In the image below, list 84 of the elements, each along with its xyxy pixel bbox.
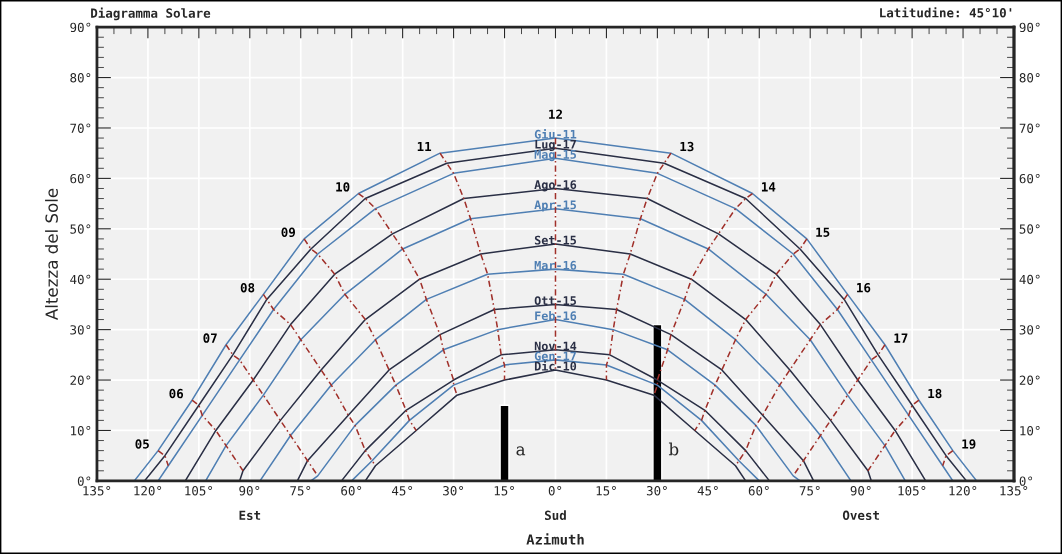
annotation: b: [668, 442, 679, 456]
series-label: 19: [962, 439, 976, 449]
line-series: [693, 238, 808, 432]
series-label: Gen-17: [534, 351, 576, 361]
text: Sud: [544, 510, 566, 521]
x-tick-label: 135°: [1000, 486, 1028, 496]
x-tick-label: 45°: [391, 486, 413, 496]
series-label: 05: [135, 439, 149, 449]
series-label: Apr-15: [534, 200, 576, 212]
y2-tick-label: 10°: [1020, 425, 1040, 436]
x-tick-label: 90°: [239, 486, 260, 496]
line-series: [225, 343, 319, 477]
chart-title: Diagramma Solare: [91, 7, 211, 21]
series-label: Ago-16: [534, 180, 577, 192]
x-tick-label: 60°: [748, 486, 769, 496]
y2-tick-label: 60°: [1019, 173, 1040, 184]
y-tick-label: 20°: [70, 375, 91, 385]
x-tick-label: 90°: [850, 486, 871, 496]
x-axis-title: Azimuth: [526, 533, 584, 545]
x-tick-label: 45°: [697, 486, 718, 496]
y-tick-label: 70°: [70, 123, 91, 133]
series-label: 17: [894, 333, 908, 343]
y-tick-label: 30°: [70, 325, 91, 335]
x-tick-label: 75°: [799, 486, 820, 496]
line-series: [259, 268, 852, 481]
line-series: [605, 152, 672, 381]
text: Est: [239, 510, 261, 521]
series-label: Set-15: [534, 235, 576, 245]
y2-tick-label: 50°: [1019, 224, 1040, 234]
series-label: 14: [761, 182, 776, 192]
line-series: [238, 243, 873, 481]
series-label: 08: [240, 282, 255, 293]
x-tick-label: 0°: [548, 486, 562, 496]
y-tick-label: 0°: [77, 476, 91, 486]
series-label: Giu-11: [534, 128, 577, 139]
y2-tick-label: 40°: [1019, 274, 1040, 285]
x-tick-label: 15°: [494, 486, 514, 496]
series-label: 13: [680, 141, 694, 152]
series-label: Dic-10: [534, 360, 577, 371]
series-label: 18: [928, 388, 942, 399]
y-tick-label: 80°: [70, 73, 91, 83]
text: Ovest: [842, 510, 879, 521]
series-label: 16: [857, 282, 871, 293]
line-series: [653, 192, 754, 396]
series-label: 07: [203, 333, 217, 343]
series-label: 11: [417, 141, 432, 152]
y2-tick-label: 80°: [1019, 73, 1040, 83]
line-series: [303, 238, 417, 432]
y-tick-label: 50°: [70, 224, 91, 234]
y-tick-label: 10°: [71, 425, 91, 436]
y-tick-label: 60°: [70, 173, 91, 184]
y2-tick-label: 20°: [1019, 375, 1040, 385]
line-series: [867, 399, 920, 472]
x-tick-label: 60°: [341, 486, 362, 496]
y2-tick-label: 0°: [1019, 476, 1033, 486]
chart-subtitle: Latitudine: 45°10': [880, 7, 1012, 18]
x-tick-label: 120°: [949, 486, 977, 496]
y2-tick-label: 30°: [1019, 325, 1040, 335]
x-tick-label: 30°: [443, 486, 464, 496]
x-tick-label: 135°: [83, 486, 111, 496]
series-label: 12: [549, 109, 562, 119]
series-label: 06: [169, 388, 184, 399]
x-tick-label: 30°: [646, 486, 667, 496]
y-tick-label: 90°: [70, 22, 91, 33]
series-label: 15: [816, 227, 830, 237]
series-label: Feb-16: [535, 311, 577, 321]
series-label: 10: [336, 182, 350, 192]
y2-tick-label: 70°: [1019, 123, 1040, 133]
y-tick-label: 40°: [70, 274, 91, 285]
y-axis-title: Altezza del Sole: [45, 188, 58, 321]
x-tick-label: 105°: [898, 486, 926, 496]
x-tick-label: 120°: [134, 486, 162, 496]
x-tick-label: 15°: [596, 486, 616, 496]
annotation: a: [516, 446, 526, 456]
series-label: 09: [281, 227, 296, 238]
line-series: [357, 192, 458, 396]
line-series: [191, 399, 244, 472]
series-label: Lug-17: [535, 140, 576, 152]
series-label: Ott-15: [534, 296, 576, 306]
y2-tick-label: 90°: [1019, 22, 1040, 33]
x-tick-label: 105°: [185, 486, 213, 496]
x-tick-label: 75°: [290, 486, 311, 496]
line-series: [792, 343, 886, 477]
line-series: [439, 152, 506, 381]
